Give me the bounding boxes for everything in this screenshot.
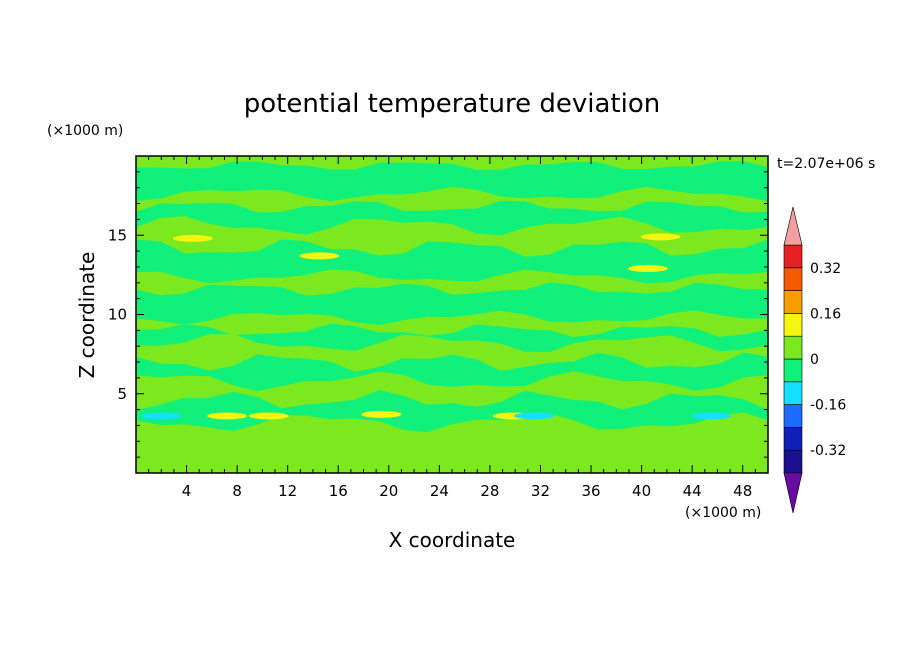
- contour-band: [136, 156, 768, 170]
- x-tick-label: 48: [733, 482, 752, 500]
- x-tick-label: 24: [430, 482, 449, 500]
- colorbar-segment: [783, 267, 803, 291]
- x-tick-label: 20: [379, 482, 398, 500]
- y-tick-label: 5: [117, 385, 127, 403]
- plot-area: [135, 155, 769, 474]
- contour-bands: [136, 156, 768, 473]
- x-tick-label: 12: [278, 482, 297, 500]
- colorbar-over-arrow: [783, 206, 803, 246]
- contour-band: [136, 310, 768, 338]
- colorbar-tick-label: -0.16: [810, 398, 846, 414]
- contour-blob: [248, 412, 289, 420]
- colorbar-segment: [783, 427, 803, 451]
- x-tick-label: 4: [182, 482, 192, 500]
- y-tick-label: 10: [108, 306, 127, 324]
- x-tick-label: 8: [232, 482, 242, 500]
- colorbar-tick-label: 0.16: [810, 306, 841, 322]
- colorbar-tick-label: 0.32: [810, 261, 841, 277]
- x-tick-label: 44: [683, 482, 702, 500]
- colorbar-segment: [783, 449, 803, 474]
- colorbar-segment: [783, 381, 803, 405]
- x-tick-label: 36: [581, 482, 600, 500]
- contour-band: [136, 269, 768, 296]
- contour-blob: [172, 234, 213, 242]
- time-label: t=2.07e+06 s: [777, 156, 875, 172]
- contour-band: [136, 371, 768, 411]
- contour-band: [136, 412, 768, 473]
- contour-blob: [640, 233, 681, 241]
- colorbar-segment: [783, 335, 803, 360]
- colorbar-tick-label: 0: [810, 352, 819, 368]
- contour-blob: [691, 412, 732, 420]
- x-tick-label: 16: [329, 482, 348, 500]
- y-unit-label: (×1000 m): [47, 123, 123, 139]
- colorbar-segment: [783, 244, 803, 269]
- chart-title: potential temperature deviation: [244, 89, 660, 119]
- colorbar-segment: [783, 313, 803, 337]
- colorbar: 0.32 0.16 0 -0.16 -0.32: [783, 206, 846, 514]
- x-unit-label: (×1000 m): [685, 505, 761, 521]
- contour-blob: [207, 412, 248, 420]
- x-axis-label: X coordinate: [389, 528, 516, 552]
- contour-band: [136, 216, 768, 257]
- colorbar-segment: [783, 404, 803, 428]
- x-tick-label: 28: [480, 482, 499, 500]
- contour-blob: [141, 412, 182, 420]
- contour-band: [136, 334, 768, 372]
- colorbar-tick-label: -0.32: [810, 443, 846, 459]
- colorbar-segment: [783, 290, 803, 314]
- contour-blob: [299, 252, 340, 260]
- y-tick-label: 15: [108, 226, 127, 244]
- contour-blobs: [141, 233, 732, 420]
- colorbar-under-arrow: [783, 472, 803, 514]
- x-tick-label: 32: [531, 482, 550, 500]
- contour-blob: [627, 265, 668, 273]
- colorbar-segment: [783, 358, 803, 383]
- contour-blob: [514, 412, 555, 420]
- y-axis-label: Z coordinate: [75, 252, 99, 379]
- contour-blob: [361, 410, 402, 418]
- x-tick-label: 40: [632, 482, 651, 500]
- contour-band: [136, 186, 768, 213]
